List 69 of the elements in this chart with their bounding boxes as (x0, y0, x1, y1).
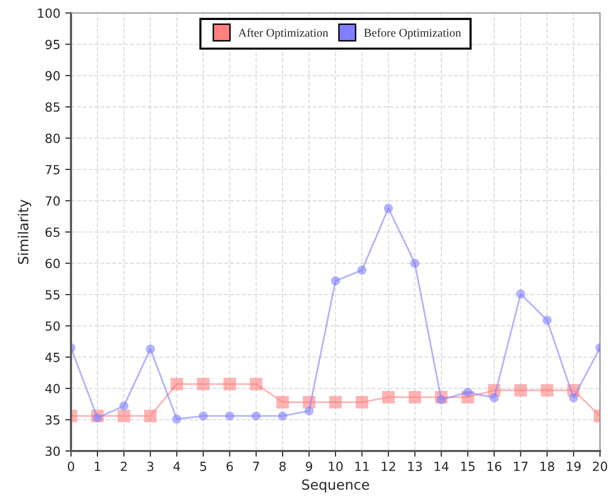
x-tick-label: 3 (147, 462, 154, 472)
y-tick-label: 30 (46, 446, 60, 456)
point (516, 289, 526, 298)
legend-label: Before Optimization (364, 28, 461, 40)
point (146, 344, 155, 354)
x-tick-label: 16 (488, 462, 502, 472)
point (252, 411, 261, 420)
point (514, 384, 527, 397)
point (330, 276, 340, 286)
point (384, 204, 393, 213)
x-tick-label: 19 (566, 462, 581, 472)
x-tick-label: 12 (382, 462, 396, 471)
point (356, 396, 368, 408)
point (119, 401, 128, 410)
y-tick-label: 65 (46, 227, 60, 237)
y-axis-title: Similarity (18, 200, 32, 264)
y-tick-label: 45 (45, 352, 60, 362)
y-tick-label: 100 (38, 8, 60, 18)
point (569, 393, 578, 402)
x-tick-label: 5 (200, 462, 206, 472)
x-tick-label: 9 (306, 462, 312, 472)
y-tick-label: 55 (46, 290, 60, 300)
x-tick-label: 2 (120, 462, 127, 471)
y-tick-label: 95 (45, 40, 60, 50)
point (276, 396, 289, 408)
y-tick-label: 80 (46, 134, 60, 144)
point (170, 378, 184, 390)
x-tick-label: 17 (514, 462, 528, 471)
x-tick-label: 11 (355, 462, 369, 471)
x-tick-label: 20 (592, 462, 608, 472)
x-tick-label: 15 (461, 462, 475, 472)
point (382, 390, 395, 404)
x-tick-label: 1 (94, 462, 100, 471)
x-tick-label: 6 (226, 462, 233, 472)
point (542, 316, 552, 325)
x-tick-label: 8 (279, 462, 286, 472)
x-tick-label: 4 (173, 462, 180, 471)
point (250, 378, 262, 390)
legend-label: After Optimization (238, 28, 328, 40)
point (490, 393, 499, 402)
y-tick-label: 90 (45, 71, 60, 80)
point (304, 406, 314, 416)
x-tick-label: 14 (434, 462, 449, 471)
point (408, 390, 422, 404)
x-tick-label: 18 (540, 462, 554, 472)
point (278, 411, 288, 420)
point (198, 411, 208, 420)
point (329, 396, 342, 408)
point (223, 378, 236, 390)
point (410, 258, 420, 268)
y-tick-label: 50 (46, 321, 60, 331)
point (172, 414, 182, 424)
point (144, 410, 157, 422)
point (225, 411, 234, 420)
y-tick-label: 70 (46, 196, 60, 206)
point (118, 410, 130, 422)
point (540, 384, 554, 397)
x-axis-title: Sequence (302, 479, 370, 493)
y-tick-label: 85 (46, 102, 60, 112)
y-tick-label: 35 (46, 415, 60, 425)
x-tick-label: 0 (68, 462, 74, 472)
y-tick-label: 60 (46, 258, 60, 268)
x-tick-label: 10 (328, 462, 343, 472)
point (197, 378, 210, 390)
point (357, 266, 366, 275)
x-tick-label: 13 (408, 462, 422, 472)
y-tick-label: 75 (46, 165, 60, 174)
y-tick-label: 40 (45, 384, 60, 394)
x-tick-label: 7 (253, 462, 260, 471)
